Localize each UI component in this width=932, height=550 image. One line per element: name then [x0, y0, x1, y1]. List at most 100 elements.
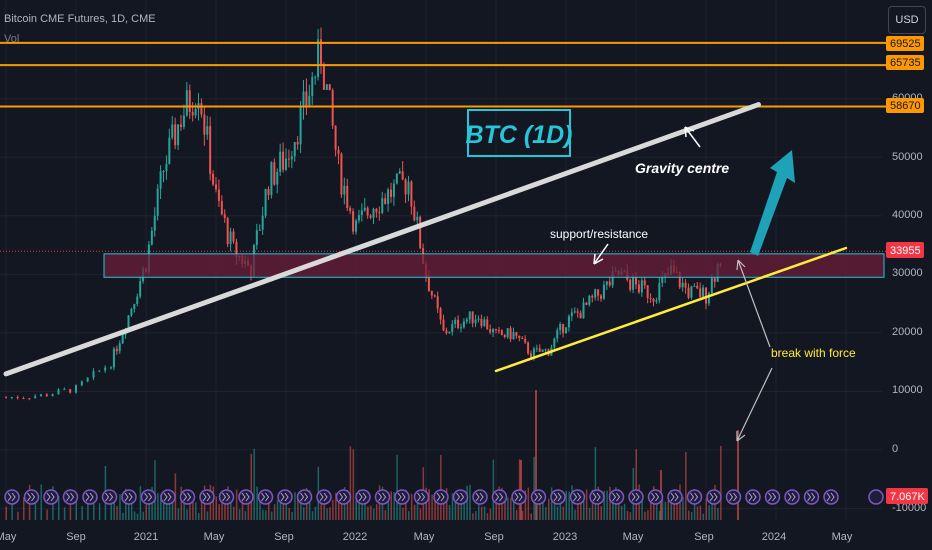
volume-bar — [233, 506, 235, 520]
candle-body — [605, 281, 608, 285]
price-tag-65735: 65735 — [886, 55, 924, 70]
candle-body — [320, 39, 322, 65]
candle-body — [352, 211, 355, 232]
volume-bar — [583, 500, 585, 520]
volume-bar — [673, 492, 675, 520]
candle-body — [325, 84, 328, 90]
rollover-marker — [82, 489, 98, 505]
volume-bar — [282, 495, 285, 520]
candle-body — [349, 208, 352, 212]
candle-body — [110, 367, 112, 369]
volume-bar — [17, 511, 19, 520]
candle-body — [567, 316, 570, 328]
candle-body — [486, 319, 489, 330]
candle-body — [156, 188, 159, 216]
candle-body — [282, 151, 285, 170]
volume-bar — [451, 493, 454, 520]
rollover-marker-chevron — [534, 492, 543, 502]
rollover-marker — [335, 489, 352, 505]
candle-body — [270, 162, 273, 195]
candle-body — [565, 327, 567, 334]
rollover-marker — [160, 489, 176, 505]
rollover-marker — [569, 489, 586, 505]
candle-body — [223, 214, 226, 219]
rollover-marker-chevron — [46, 492, 55, 502]
volume-bar — [244, 511, 247, 520]
volume-bar — [402, 507, 404, 520]
volume-bar — [495, 493, 497, 520]
volume-bar — [504, 498, 506, 520]
candle-body — [314, 76, 317, 78]
candle-body — [454, 319, 457, 324]
candle-body — [553, 338, 556, 348]
rollover-marker-chevron — [105, 492, 114, 502]
rollover-marker — [589, 489, 605, 505]
volume-bar — [492, 459, 495, 520]
rollover-marker-chevron — [436, 492, 445, 502]
volume-bar — [565, 490, 567, 520]
candle-body — [597, 289, 600, 296]
x-tick-label: 2023 — [553, 531, 577, 543]
volume-bar — [163, 497, 165, 520]
volume-bar — [521, 510, 524, 520]
candle-body — [220, 200, 223, 215]
candle-body — [468, 311, 471, 320]
candle-body — [489, 329, 492, 333]
volume-bar — [259, 495, 261, 520]
volume-bar — [370, 505, 372, 520]
volume-bar — [270, 511, 273, 520]
candle-body — [632, 277, 635, 290]
volume-bar — [142, 511, 145, 520]
candle-body — [384, 198, 387, 204]
candle-body — [5, 397, 7, 399]
volume-bar — [46, 509, 48, 520]
candle-body — [188, 90, 191, 113]
volume-bar — [603, 490, 605, 520]
candle-body — [585, 302, 588, 305]
gravity-centre-label: Gravity centre — [635, 160, 729, 176]
x-tick-label: May — [204, 531, 225, 543]
rollover-marker — [257, 489, 274, 505]
rollover-marker — [823, 489, 839, 505]
candle-body — [495, 329, 497, 331]
x-tick-label: Sep — [694, 531, 714, 543]
volume-bar — [472, 513, 474, 520]
candle-body — [182, 115, 185, 127]
symbol-title: Bitcoin CME Futures, 1D, CME — [4, 13, 156, 25]
candle-body — [705, 287, 707, 304]
rollover-marker — [608, 489, 625, 505]
volume-bar — [553, 502, 556, 520]
candle-body — [287, 158, 290, 160]
volume-bar — [98, 503, 101, 520]
candle-body — [10, 396, 13, 398]
rollover-marker-chevron — [85, 492, 94, 502]
volume-bar — [294, 492, 296, 520]
volume-bar — [457, 492, 460, 520]
candle-body — [448, 332, 451, 334]
volume-bar — [235, 489, 238, 520]
volume-bar — [349, 446, 352, 520]
volume-bar — [408, 511, 410, 520]
volume-bar — [5, 506, 7, 520]
volume-bar — [288, 507, 290, 520]
currency-button[interactable]: USD — [888, 6, 926, 34]
volume-bar — [720, 445, 722, 520]
rollover-marker-chevron — [709, 492, 718, 502]
rollover-marker-chevron — [124, 492, 133, 502]
candle-body — [302, 91, 305, 107]
candle-body — [433, 295, 436, 297]
volume-bar — [574, 509, 576, 520]
volume-bar — [530, 513, 532, 520]
candle-body — [681, 282, 684, 288]
rollover-marker-chevron — [826, 492, 835, 502]
candle-body — [439, 308, 442, 320]
rollover-marker-chevron — [690, 492, 699, 502]
volume-bar — [612, 497, 614, 520]
volume-bar — [556, 506, 559, 520]
volume-bar — [548, 498, 550, 520]
svg-text:BTC (1D): BTC (1D) — [466, 121, 573, 149]
volume-bar — [221, 502, 223, 520]
volume-bar — [148, 497, 150, 520]
candle-body — [500, 330, 503, 335]
